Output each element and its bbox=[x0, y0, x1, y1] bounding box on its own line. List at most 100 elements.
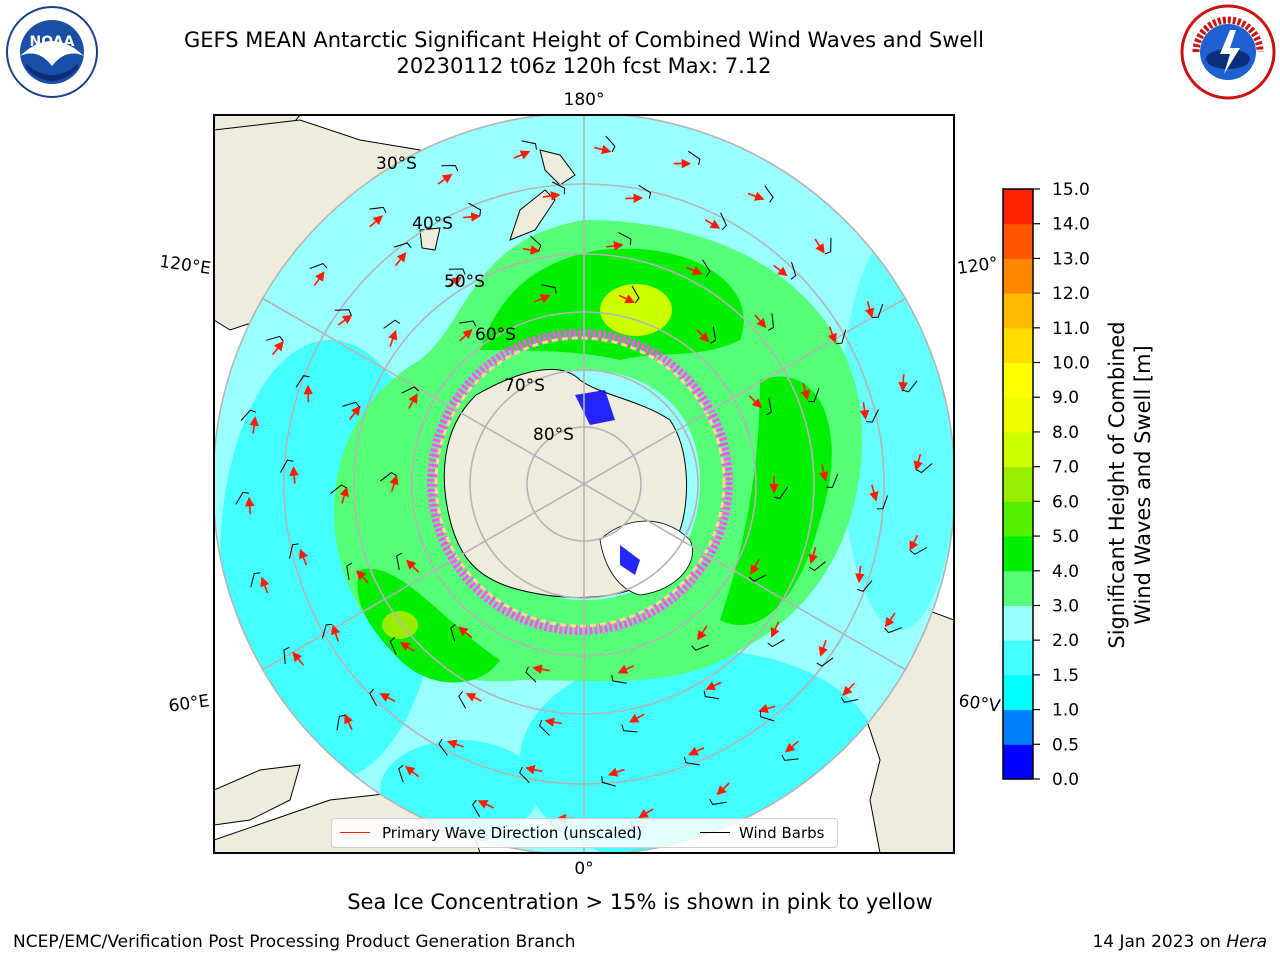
wave-direction-arrow bbox=[705, 681, 722, 691]
wind-barb bbox=[266, 335, 284, 342]
wind-barb bbox=[321, 623, 333, 639]
wind-barb bbox=[809, 561, 826, 572]
wave-direction-arrow bbox=[688, 746, 705, 756]
wave-direction-arrow bbox=[544, 717, 562, 727]
map-frame bbox=[213, 114, 955, 854]
wave-direction-arrow bbox=[697, 625, 708, 641]
wind-barb bbox=[538, 719, 550, 736]
wind-barb bbox=[902, 380, 918, 393]
colorbar-bin bbox=[1003, 189, 1033, 225]
colorbar-tick-label: 5.0 bbox=[1052, 527, 1079, 547]
lat-label-60s: 60°S bbox=[475, 325, 516, 345]
colorbar-bin bbox=[1003, 744, 1033, 780]
wave-direction-arrow bbox=[814, 238, 825, 254]
wind-barb bbox=[525, 666, 537, 683]
colorbar-bin bbox=[1003, 362, 1033, 398]
colorbar-bin bbox=[1003, 536, 1033, 572]
lon-label-top: 180° bbox=[564, 90, 605, 110]
wave-direction-arrow bbox=[244, 496, 255, 515]
wind-barb bbox=[342, 401, 360, 408]
wind-barb bbox=[611, 674, 627, 684]
nws-logo bbox=[1180, 4, 1276, 100]
wind-barb bbox=[720, 212, 727, 231]
wave-direction-arrow bbox=[819, 464, 829, 482]
wave-direction-arrow bbox=[331, 624, 341, 642]
wind-barb bbox=[334, 309, 352, 316]
wind-barb bbox=[283, 646, 290, 664]
wind-barb bbox=[336, 714, 346, 731]
graticule bbox=[214, 115, 954, 853]
lat-label-40s: 40°S bbox=[412, 214, 453, 234]
wave-direction-arrow bbox=[827, 326, 837, 344]
wind-barb bbox=[519, 766, 530, 784]
wave-direction-arrow bbox=[534, 294, 551, 304]
wind-barb bbox=[621, 724, 638, 733]
wind-barb bbox=[915, 463, 933, 474]
colorbar-tick-label: 3.0 bbox=[1052, 596, 1079, 616]
wave-direction-arrow bbox=[356, 570, 369, 584]
wave-direction-arrow bbox=[773, 264, 788, 277]
wind-barb bbox=[876, 495, 888, 510]
wind-barb bbox=[393, 242, 412, 249]
wave-direction-arrow bbox=[758, 703, 776, 714]
run-date-text: 14 Jan 2023 on bbox=[1092, 932, 1227, 952]
wind-barb bbox=[816, 657, 834, 667]
organization-credit: NCEP/EMC/Verification Post Processing Pr… bbox=[13, 932, 576, 952]
wave-direction-arrow bbox=[388, 329, 398, 347]
colorbar-bin bbox=[1003, 327, 1033, 364]
wind-barb bbox=[767, 639, 785, 648]
wind-barb bbox=[235, 491, 249, 505]
wind-barb bbox=[701, 259, 711, 277]
colorbar-bin bbox=[1003, 223, 1033, 259]
wave-direction-arrow bbox=[446, 739, 464, 749]
wave-direction-arrow bbox=[869, 484, 879, 502]
wind-barb bbox=[872, 303, 884, 318]
colorbar-bin bbox=[1003, 674, 1033, 711]
colorbar-tick-label: 10.0 bbox=[1052, 354, 1090, 374]
colorbar-tick-label: 12.0 bbox=[1052, 284, 1090, 304]
wind-barb bbox=[766, 398, 772, 416]
wave-direction-arrow bbox=[313, 271, 325, 287]
wave-direction-arrow bbox=[800, 383, 810, 401]
colorbar-tick-label: 14.0 bbox=[1052, 215, 1090, 235]
wave-direction-arrow bbox=[522, 245, 541, 255]
wind-barbs-legend-label: Wind Barbs bbox=[739, 824, 825, 842]
wave-direction-arrow bbox=[389, 474, 399, 492]
wind-barb bbox=[759, 710, 775, 722]
wind-barb bbox=[379, 471, 397, 482]
wind-barb bbox=[835, 329, 847, 345]
colorbar-bin bbox=[1003, 431, 1033, 468]
wind-barb bbox=[840, 697, 859, 703]
wind-barb bbox=[605, 135, 616, 153]
wind-barb bbox=[289, 543, 299, 559]
wind-barb bbox=[330, 484, 347, 495]
wave-direction-arrow bbox=[704, 218, 721, 229]
colorbar-bin bbox=[1003, 397, 1033, 433]
lat-label-50s: 50°S bbox=[444, 272, 485, 292]
colorbar-label-line2: Wind Waves and Swell [m] bbox=[1131, 345, 1155, 625]
wave-direction-arrow bbox=[618, 294, 635, 304]
wind-barb bbox=[295, 375, 310, 388]
wind-barb bbox=[709, 799, 727, 805]
wind-barb bbox=[448, 268, 466, 275]
map-subtitle: 20230112 t06z 120h fcst Max: 7.12 bbox=[396, 54, 772, 78]
wave-direction-arrow bbox=[477, 800, 494, 809]
colorbar-tick-label: 8.0 bbox=[1052, 423, 1079, 443]
wave-direction-arrow bbox=[532, 664, 550, 674]
wind-barb bbox=[396, 552, 403, 570]
wind-barb bbox=[441, 164, 459, 172]
lon-label-right-upper: 120° bbox=[956, 253, 999, 279]
wind-barb bbox=[450, 624, 456, 642]
wave-direction-arrow bbox=[808, 547, 818, 565]
colorbar-tick-label: 0.5 bbox=[1052, 735, 1079, 755]
wave-direction-arrow bbox=[818, 639, 828, 657]
wave-direction-arrow bbox=[898, 374, 908, 392]
lat-label-30s: 30°S bbox=[376, 154, 417, 174]
wave-direction-arrow bbox=[339, 486, 349, 504]
wind-barb bbox=[459, 320, 477, 327]
wave-direction-arrow bbox=[406, 559, 420, 573]
colorbar-tick-label: 11.0 bbox=[1052, 319, 1090, 339]
wave-direction-arrow bbox=[349, 405, 361, 420]
wave-direction-arrow bbox=[465, 693, 482, 702]
wind-barb bbox=[684, 756, 700, 766]
